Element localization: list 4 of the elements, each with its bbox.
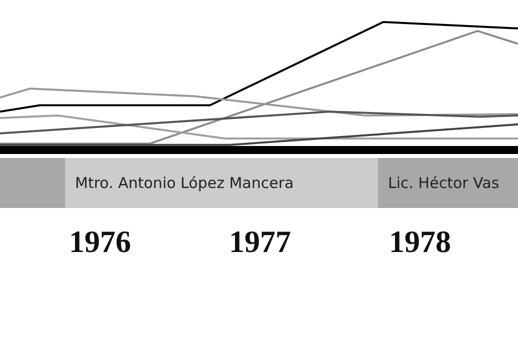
x-tick-label: 1977 (229, 224, 291, 259)
x-tick-label: 1976 (69, 224, 131, 259)
name-strip: Mtro. Antonio López Mancera Lic. Héctor Vas (0, 158, 518, 208)
x-tick-label: 1978 (389, 224, 451, 259)
